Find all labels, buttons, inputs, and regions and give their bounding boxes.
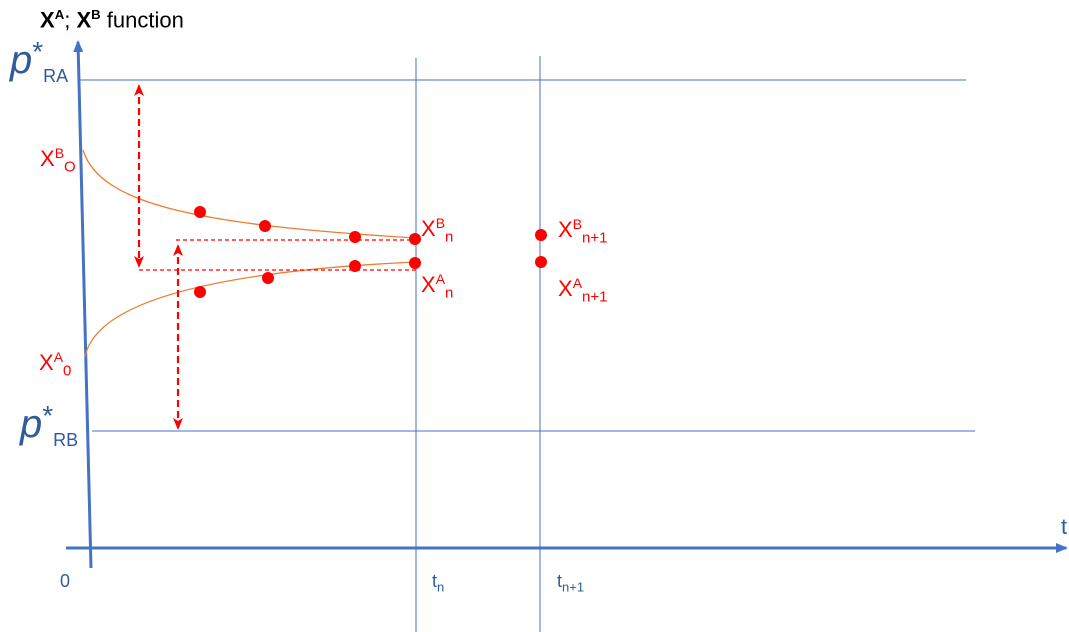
xa-point-n1 <box>535 256 547 268</box>
xb-curve <box>82 149 417 239</box>
y-axis <box>73 40 93 569</box>
xa-point <box>349 260 361 272</box>
xb0-label: XBO <box>40 145 76 176</box>
origin-label: 0 <box>60 571 71 591</box>
p-rb-label: p*RB <box>20 400 79 450</box>
tn-label: tn <box>432 571 445 595</box>
p-ra-label: p*RA <box>10 36 69 86</box>
xb-point-n <box>409 233 421 245</box>
xbn1-label: XBn+1 <box>558 216 608 247</box>
xb-point-n1 <box>535 229 547 241</box>
xa-point <box>194 286 206 298</box>
xa-point-n <box>409 257 421 269</box>
tn1-label: tn+1 <box>557 571 585 595</box>
xa0-label: XA0 <box>39 349 72 380</box>
chart-title: XA; XB function <box>40 7 184 33</box>
xb-point <box>259 220 271 232</box>
xa-curve <box>84 261 417 358</box>
xan1-label: XAn+1 <box>558 275 608 306</box>
xa-point <box>262 272 274 284</box>
xbn-label: XBn <box>421 215 454 246</box>
xb-point <box>194 206 206 218</box>
xb-point <box>349 231 361 243</box>
t-axis-label: t <box>1061 514 1068 539</box>
xan-label: XAn <box>421 271 454 302</box>
